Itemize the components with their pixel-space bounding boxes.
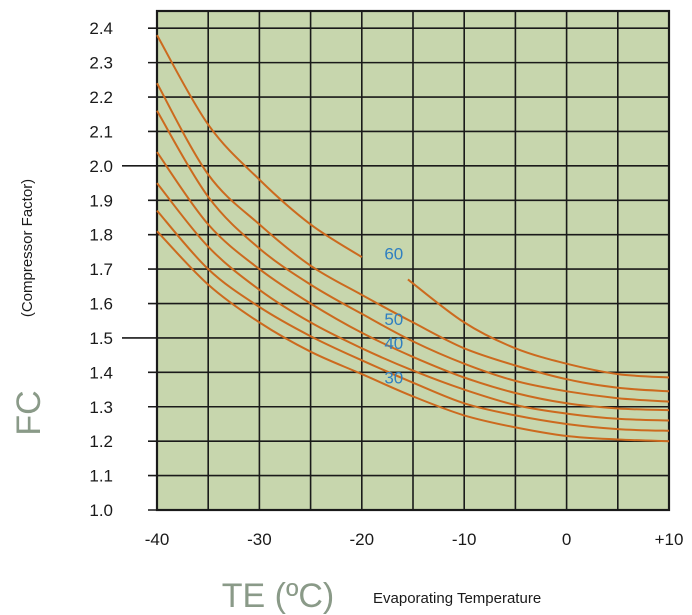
y-tick-label: 1.9	[89, 191, 113, 210]
y-tick-label: 1.4	[89, 363, 113, 382]
curve-label: 60	[384, 245, 403, 264]
y-tick-label: 1.2	[89, 432, 113, 451]
y-tick-label: 2.2	[89, 88, 113, 107]
y-tick-label: 2.4	[89, 19, 113, 38]
x-tick-label: -40	[145, 530, 170, 549]
y-axis-ticks: 1.0 1.1 1.2 1.3 1.4 1.5 1.6 1.7 1.8 1.9 2.0 2.1 2.2 2…	[89, 19, 113, 520]
series-line	[156, 82, 670, 393]
x-axis-subtitle: Evaporating Temperature	[373, 590, 541, 607]
y-tick-label: 1.0	[89, 501, 113, 520]
x-tick-label: -10	[452, 530, 477, 549]
x-tick-label: -30	[247, 530, 272, 549]
y-tick-label: 1.3	[89, 398, 113, 417]
series-line	[407, 278, 670, 379]
curve-label: 40	[384, 334, 403, 353]
y-tick-label: 2.0	[89, 157, 113, 176]
x-axis-ticks: -40 -30 -20 -10 0 +10	[145, 530, 684, 549]
x-tick-label: +10	[655, 530, 684, 549]
curves	[156, 34, 670, 443]
series-line	[156, 34, 363, 258]
y-axis-subtitle: (Compressor Factor)	[19, 179, 36, 317]
y-tick-label: 1.7	[89, 260, 113, 279]
grid-lines	[122, 9, 671, 512]
series-line	[156, 209, 670, 432]
y-tick-label: 2.3	[89, 54, 113, 73]
x-axis-title: TE (ºC)	[222, 577, 335, 615]
series-line	[156, 230, 670, 443]
y-tick-label: 1.1	[89, 467, 113, 486]
y-tick-label: 1.5	[89, 329, 113, 348]
y-tick-label: 1.8	[89, 226, 113, 245]
x-tick-label: -20	[350, 530, 375, 549]
x-tick-label: 0	[562, 530, 571, 549]
series-line	[156, 110, 670, 403]
y-tick-label: 2.1	[89, 122, 113, 141]
curve-label: 30	[384, 369, 403, 388]
y-axis-title: FC	[10, 390, 48, 435]
y-tick-label: 1.6	[89, 295, 113, 314]
series-line	[156, 151, 670, 412]
curve-labels: 60 50 40 30	[384, 245, 403, 388]
curve-label: 50	[384, 310, 403, 329]
plot-border	[155, 9, 671, 512]
series-line	[156, 182, 670, 422]
